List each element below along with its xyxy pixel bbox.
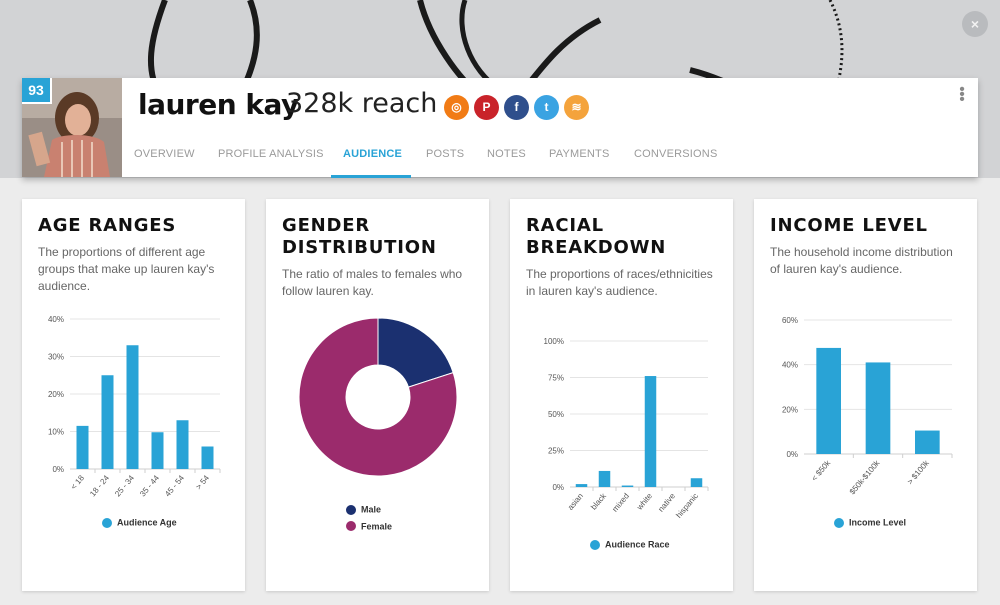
legend-swatch-male [346,504,356,515]
age-ranges-card: AGE RANGES The proportions of different … [22,199,245,591]
profile-reach: 328k reach [286,88,438,119]
tab-payments[interactable]: PAYMENTS [549,148,610,160]
bar [644,376,657,487]
income-level-card: INCOME LEVEL The household income distri… [754,199,977,591]
x-tick-label: mixed [610,492,631,514]
y-tick-label: 20% [48,390,64,399]
y-tick-label: 10% [48,428,64,437]
card-description: The proportions of different age groups … [38,245,215,293]
legend-label-female: Female [361,521,393,532]
twitter-icon[interactable]: t [534,95,559,120]
income-bar-chart: 0% 20% 40% 60% < $50k $50k-$100k > $100k [782,316,953,497]
tab-conversions[interactable]: CONVERSIONS [634,148,718,160]
y-tick-label: 40% [48,315,64,324]
tab-posts[interactable]: POSTS [426,148,465,160]
y-tick-label: 75% [548,374,564,383]
bar [621,485,634,487]
legend-label: Income Level [849,517,907,528]
bar [201,446,214,469]
legend-swatch [590,539,600,550]
bar [176,420,189,469]
rss-icon[interactable]: ≋ [564,95,589,120]
y-tick-label: 25% [548,447,564,456]
y-tick-label: 0% [552,483,564,492]
close-button[interactable]: × [962,11,988,37]
y-tick-label: 30% [48,353,64,362]
race-bar-chart: 0% 25% 50% 75% 100% asian black mixed white nativ… [544,337,709,520]
pinterest-icon[interactable]: P [474,95,499,120]
profile-name: lauren kay [138,88,299,121]
more-options-icon[interactable]: • • • [959,81,965,108]
bar [915,430,940,454]
bar [101,375,114,469]
y-tick-label: 0% [786,450,798,459]
avatar: 93 [22,78,122,177]
legend-label: Audience Age [117,517,177,528]
bar [575,484,588,487]
x-tick-label: white [634,491,654,512]
close-icon: × [970,16,980,32]
bar [76,425,89,469]
bar [598,470,611,487]
x-tick-label: 45 - 54 [163,473,186,498]
legend-label: Audience Race [605,539,670,550]
card-title: INCOME LEVEL [770,215,928,236]
legend-swatch-female [346,521,356,532]
bar [816,347,841,454]
x-tick-label: 25 - 34 [113,473,136,498]
legend-swatch [834,517,844,528]
x-tick-label: > $100k [906,458,932,487]
gender-distribution-card: GENDER DISTRIBUTION The ratio of males t… [266,199,489,591]
female-slice [298,317,458,477]
tab-overview[interactable]: OVERVIEW [134,148,195,160]
bar [151,432,164,469]
y-tick-label: 40% [782,361,798,370]
racial-breakdown-card: RACIAL BREAKDOWN The proportions of race… [510,199,733,591]
card-description: The household income distribution of lau… [770,245,953,276]
tab-audience[interactable]: AUDIENCE [343,148,403,160]
facebook-icon[interactable]: f [504,95,529,120]
legend-swatch [102,517,112,528]
x-tick-label: $50k-$100k [848,458,882,497]
influence-score-badge: 93 [22,78,52,104]
x-tick-label: < $50k [810,458,833,483]
chart-legend: Income Level [834,517,906,528]
y-tick-label: 20% [782,405,798,414]
y-tick-label: 60% [782,316,798,325]
instagram-icon[interactable]: ◎ [444,95,469,120]
y-tick-label: 100% [544,337,564,346]
active-tab-indicator [331,175,411,178]
card-title: GENDER DISTRIBUTION [282,215,437,258]
x-tick-label: < 18 [69,473,86,491]
bar [126,345,139,469]
x-tick-label: asian [566,492,585,512]
bar [690,478,703,487]
x-tick-label: 35 - 44 [138,473,161,498]
x-tick-label: native [656,491,677,514]
card-title: AGE RANGES [38,215,177,236]
y-tick-label: 50% [548,410,564,419]
card-description: The proportions of races/ethnicities in … [526,267,713,298]
chart-legend: Audience Age [102,517,177,528]
male-slice [377,317,454,388]
x-tick-label: > 54 [194,473,211,491]
tab-profile-analysis[interactable]: PROFILE ANALYSIS [218,148,324,160]
y-tick-label: 0% [52,465,64,474]
x-tick-label: hispanic [674,492,700,520]
chart-legend: Male Female [346,504,393,532]
legend-label-male: Male [361,504,382,515]
chart-legend: Audience Race [590,539,670,550]
x-tick-label: 18 - 24 [88,473,111,498]
x-tick-label: black [589,491,609,512]
card-title: RACIAL BREAKDOWN [526,215,667,258]
age-bar-chart: 0% 10% 20% 30% 40% < 18 18 - 24 25 - 34 35 - 44 4… [48,315,221,498]
tab-notes[interactable]: NOTES [487,148,526,160]
gender-donut-chart [298,317,458,477]
card-description: The ratio of males to females who follow… [282,267,463,298]
bar [865,362,891,454]
